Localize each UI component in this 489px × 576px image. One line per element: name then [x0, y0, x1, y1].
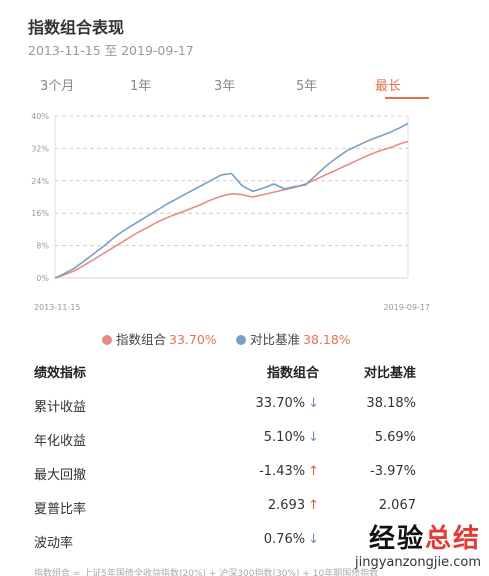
- y-tick-label: 8%: [36, 242, 49, 251]
- table-row: 年化收益 5.10% ↓ 5.69%: [0, 422, 489, 456]
- tab-3-years[interactable]: 3年: [214, 79, 236, 94]
- portfolio-value-text: 2.693: [267, 498, 306, 513]
- tab-5-years[interactable]: 5年: [296, 79, 318, 94]
- metric-label: 年化收益: [34, 434, 87, 449]
- benchmark-value: 5.69%: [374, 430, 416, 445]
- benchmark-value: 2.067: [378, 498, 416, 513]
- portfolio-value: 0.76% ↓: [264, 532, 319, 547]
- legend-dot-portfolio: [102, 335, 112, 345]
- arrow-down-icon: ↓: [308, 396, 319, 411]
- x-tick-label: 2013-11-15: [34, 303, 81, 312]
- y-tick-label: 32%: [31, 144, 49, 153]
- performance-table: 绩效指标 指数组合 对比基准 累计收益 33.70% ↓ 38.18% 年化收益 …: [0, 354, 489, 558]
- date-range: 2013-11-15 至 2019-09-17: [28, 43, 194, 58]
- tab-1-year[interactable]: 1年: [130, 79, 152, 94]
- portfolio-value-text: 5.10%: [263, 430, 306, 445]
- y-tick-label: 24%: [31, 177, 49, 186]
- legend-dot-benchmark: [236, 335, 246, 345]
- metric-label: 累计收益: [34, 400, 87, 415]
- portfolio-value: -1.43% ↑: [259, 464, 319, 479]
- active-tab-indicator: [385, 97, 429, 99]
- table-row: 最大回撤 -1.43% ↑ -3.97%: [0, 456, 489, 490]
- arrow-up-icon: ↑: [308, 464, 319, 479]
- metric-label: 夏普比率: [34, 502, 87, 517]
- watermark-title: 经验总结: [355, 518, 481, 555]
- table-row: 波动率 0.76% ↓: [0, 524, 489, 558]
- portfolio-value: 33.70% ↓: [256, 396, 319, 411]
- header-metric: 绩效指标: [34, 366, 87, 381]
- x-tick-label: 2019-09-17: [384, 303, 431, 312]
- metric-label: 波动率: [34, 536, 74, 551]
- arrow-down-icon: ↓: [308, 532, 319, 547]
- tab-3-months[interactable]: 3个月: [40, 79, 75, 94]
- period-tabs: 3个月 1年 3年 5年 最长: [20, 75, 435, 105]
- tab-longest[interactable]: 最长: [375, 79, 402, 94]
- legend-item-portfolio: 指数组合 33.70%: [102, 329, 217, 348]
- series-line-portfolio: [54, 140, 409, 279]
- arrow-up-icon: ↑: [308, 498, 319, 513]
- benchmark-value: -3.97%: [370, 464, 416, 479]
- watermark-logo: 经验总结 jingyanzongjie.com: [355, 518, 481, 570]
- table-row: 夏普比率 2.693 ↑ 2.067: [0, 490, 489, 524]
- portfolio-value: 2.693 ↑: [268, 498, 319, 513]
- watermark-title-part1: 经验: [368, 524, 425, 554]
- y-tick-label: 40%: [31, 112, 49, 121]
- footnote: 指数组合 = 上证5年国债全收益指数(20%) + 沪深300指数(30%) +…: [34, 569, 379, 576]
- legend-label-portfolio: 指数组合: [116, 332, 167, 347]
- watermark-title-part2: 总结: [424, 524, 481, 554]
- metric-label: 最大回撤: [34, 468, 87, 483]
- y-tick-label: 16%: [31, 209, 49, 218]
- header-portfolio: 指数组合: [266, 366, 319, 381]
- legend-label-benchmark: 对比基准: [250, 332, 301, 347]
- chart-legend: 指数组合 33.70% 对比基准 38.18%: [0, 329, 489, 348]
- y-tick-label: 0%: [36, 274, 49, 283]
- portfolio-value: 5.10% ↓: [264, 430, 319, 445]
- legend-item-benchmark: 对比基准 38.18%: [236, 329, 351, 348]
- legend-value-benchmark: 38.18%: [303, 332, 351, 347]
- watermark-url: jingyanzongjie.com: [354, 555, 481, 570]
- benchmark-value: 38.18%: [366, 396, 416, 411]
- arrow-down-icon: ↓: [308, 430, 319, 445]
- table-header-row: 绩效指标 指数组合 对比基准: [0, 354, 489, 388]
- legend-value-portfolio: 33.70%: [169, 332, 217, 347]
- portfolio-value-text: -1.43%: [259, 464, 306, 479]
- series-line-benchmark: [54, 122, 409, 279]
- header-benchmark: 对比基准: [363, 366, 416, 381]
- table-row: 累计收益 33.70% ↓ 38.18%: [0, 388, 489, 422]
- portfolio-value-text: 33.70%: [255, 396, 306, 411]
- portfolio-value-text: 0.76%: [263, 532, 306, 547]
- performance-line-chart: 0% 8% 16% 24% 32% 40% 2013-11-15 2019-09-17: [31, 112, 431, 312]
- page-title: 指数组合表现: [28, 18, 125, 37]
